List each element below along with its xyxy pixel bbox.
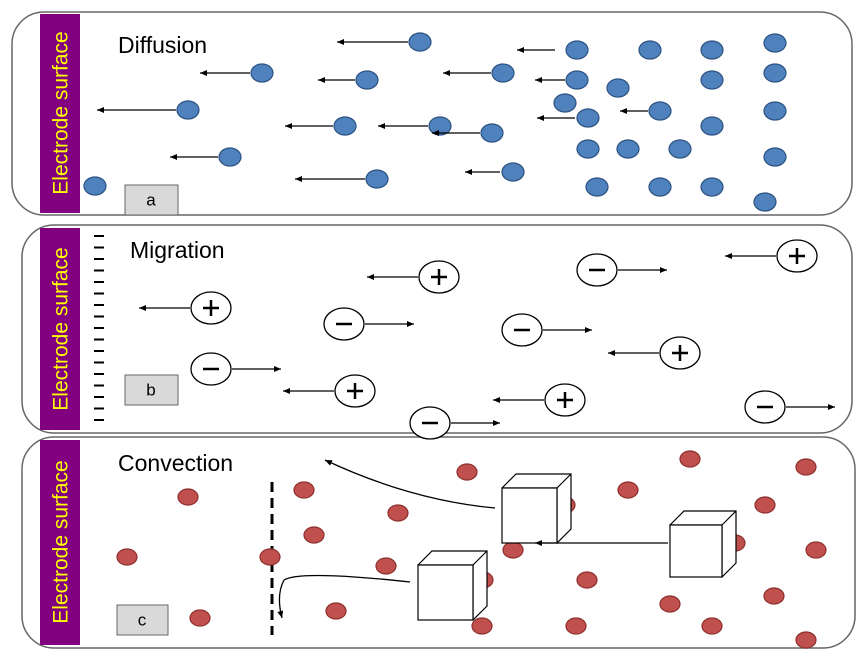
particle bbox=[754, 193, 776, 211]
particle bbox=[577, 140, 599, 158]
particle bbox=[376, 558, 396, 574]
electrode-label: Electrode surface bbox=[50, 247, 73, 410]
particle bbox=[502, 163, 524, 181]
particle bbox=[503, 542, 523, 558]
particle bbox=[492, 64, 514, 82]
electrode-label: Electrode surface bbox=[50, 460, 73, 623]
particle bbox=[388, 505, 408, 521]
particle bbox=[764, 148, 786, 166]
particle bbox=[577, 572, 597, 588]
particle bbox=[409, 33, 431, 51]
particle bbox=[566, 41, 588, 59]
particle bbox=[764, 102, 786, 120]
particle bbox=[177, 101, 199, 119]
particle bbox=[649, 102, 671, 120]
particle bbox=[764, 64, 786, 82]
particle bbox=[260, 549, 280, 565]
particle bbox=[178, 489, 198, 505]
particle bbox=[607, 79, 629, 97]
particle bbox=[764, 588, 784, 604]
particle bbox=[701, 117, 723, 135]
particle bbox=[577, 109, 599, 127]
particle bbox=[701, 41, 723, 59]
particle bbox=[356, 71, 378, 89]
particle bbox=[472, 618, 492, 634]
panel-title: Convection bbox=[118, 450, 233, 476]
particle bbox=[219, 148, 241, 166]
particle bbox=[366, 170, 388, 188]
electrode-label: Electrode surface bbox=[50, 31, 73, 194]
particle bbox=[84, 177, 106, 195]
particle bbox=[251, 64, 273, 82]
particle bbox=[304, 527, 324, 543]
particle bbox=[566, 618, 586, 634]
particle bbox=[457, 464, 477, 480]
cube-face bbox=[670, 525, 722, 577]
particle bbox=[639, 41, 661, 59]
particle bbox=[701, 178, 723, 196]
particle bbox=[702, 618, 722, 634]
diagram: Electrode surface Electrode surface Elec… bbox=[0, 0, 857, 651]
particle bbox=[566, 71, 588, 89]
panel-tag: c bbox=[138, 610, 147, 629]
particle bbox=[764, 34, 786, 52]
particle bbox=[649, 178, 671, 196]
particle bbox=[190, 610, 210, 626]
particle bbox=[755, 497, 775, 513]
particle bbox=[334, 117, 356, 135]
particle bbox=[806, 542, 826, 558]
particle bbox=[701, 71, 723, 89]
particle bbox=[429, 117, 451, 135]
cube-face bbox=[502, 488, 557, 543]
particle bbox=[617, 140, 639, 158]
particle bbox=[618, 482, 638, 498]
particle bbox=[326, 603, 346, 619]
particle bbox=[669, 140, 691, 158]
panel-tag: a bbox=[146, 190, 156, 209]
particle bbox=[294, 482, 314, 498]
particle bbox=[796, 459, 816, 475]
panel-title: Diffusion bbox=[118, 32, 207, 58]
particle bbox=[481, 124, 503, 142]
panel-tag: b bbox=[146, 380, 155, 399]
particle bbox=[554, 94, 576, 112]
panel-title: Migration bbox=[130, 237, 225, 263]
particle bbox=[796, 632, 816, 648]
cube-face bbox=[418, 565, 473, 620]
particle bbox=[586, 178, 608, 196]
particle bbox=[660, 596, 680, 612]
particle bbox=[117, 549, 137, 565]
particle bbox=[680, 451, 700, 467]
